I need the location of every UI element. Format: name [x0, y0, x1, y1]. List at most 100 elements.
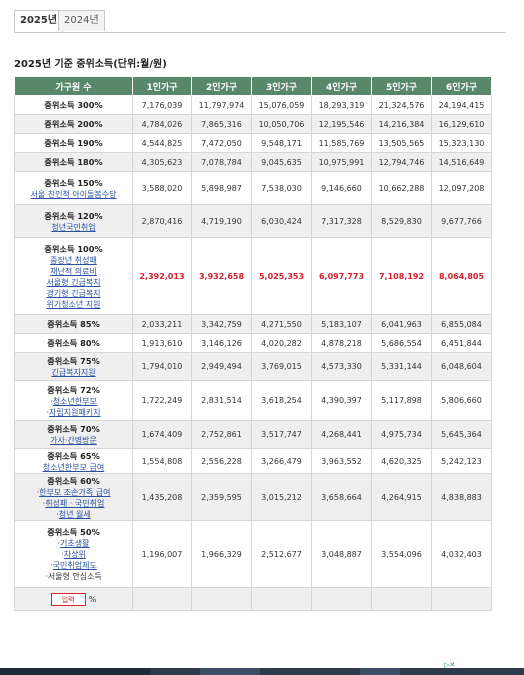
- income-value-cell: 5,898,987: [191, 171, 252, 205]
- income-value-cell: 4,544,825: [132, 133, 192, 153]
- income-value-cell: 5,331,144: [371, 352, 432, 381]
- income-value-cell: 15,323,130: [431, 133, 492, 153]
- income-value-cell: 24,194,415: [431, 95, 492, 115]
- tab-2025[interactable]: 2025년: [14, 10, 64, 32]
- income-value-cell: 4,878,218: [311, 333, 372, 353]
- benefit-link[interactable]: 위기청소년 지원: [46, 299, 101, 309]
- benefit-link[interactable]: 청년국민취업: [51, 222, 96, 232]
- benefit-link[interactable]: 차상위: [15, 549, 132, 560]
- median-income-table-wrap: 가구원 수 1인가구 2인가구 3인가구 4인가구 5인가구 6인가구 중위소득…: [14, 76, 492, 611]
- income-value-cell: 3,146,126: [191, 333, 252, 353]
- row-label: 중위소득 200%: [44, 119, 103, 129]
- income-value-cell: 4,268,441: [311, 420, 372, 449]
- table-row: 중위소득 85% 2,033,211 3,342,759 4,271,550 5,183…: [14, 314, 492, 334]
- row-label: 중위소득 150%: [44, 177, 103, 188]
- income-value-cell: 3,588,020: [132, 171, 192, 205]
- custom-value-cell: [311, 587, 372, 611]
- row-label: 중위소득 60%: [47, 475, 100, 486]
- row-label: 중위소득 65%: [47, 450, 100, 461]
- benefit-link[interactable]: 국민취업제도: [15, 560, 132, 571]
- custom-value-cell: [132, 587, 192, 611]
- row-label-cell: 중위소득 120% 청년국민취업: [14, 204, 133, 238]
- table-row: 중위소득 60%한부모 조손가족 급여취성패 · 국민취업청년 월세1,435,…: [14, 473, 492, 521]
- benefit-link[interactable]: 청소년한부모: [15, 396, 132, 407]
- income-value-cell: 3,769,015: [251, 352, 312, 381]
- header-4person: 4인가구: [311, 76, 372, 96]
- income-value-cell: 2,949,494: [191, 352, 252, 381]
- table-row: 중위소득 180% 4,305,623 7,078,784 9,045,635 10,9…: [14, 152, 492, 172]
- income-value-cell: 3,048,887: [311, 520, 372, 588]
- table-row: 중위소득 150% 서울 친인척 아이돌봄수당 3,588,020 5,898,987…: [14, 171, 492, 205]
- custom-value-cell: [371, 587, 432, 611]
- median-income-table: 가구원 수 1인가구 2인가구 3인가구 4인가구 5인가구 6인가구 중위소득…: [14, 76, 492, 611]
- income-value-cell: 3,963,552: [311, 448, 372, 474]
- table-row: 중위소득 100% 중장년 취성패 재난적 의료비 서울형 긴급복지 경기형 긴급복지 위…: [14, 237, 492, 315]
- income-value-cell: 4,784,026: [132, 114, 192, 134]
- income-value-cell: 5,025,353: [251, 237, 312, 315]
- custom-percent-cell: 입력%: [14, 587, 133, 611]
- income-value-cell: 6,451,844: [431, 333, 492, 353]
- benefit-link[interactable]: 서울형 긴급복지: [46, 277, 101, 287]
- income-value-cell: 7,472,050: [191, 133, 252, 153]
- benefit-link[interactable]: 취성패 · 국민취업: [15, 498, 132, 509]
- income-value-cell: 9,677,766: [431, 204, 492, 238]
- benefit-link[interactable]: 한부모 조손가족 급여: [15, 487, 132, 498]
- income-value-cell: 4,719,190: [191, 204, 252, 238]
- row-label-cell: 중위소득 65% 청소년한부모 급여: [14, 448, 133, 474]
- benefit-link[interactable]: 가사·간병방문: [50, 436, 97, 445]
- income-value-cell: 10,050,706: [251, 114, 312, 134]
- income-value-cell: 4,020,282: [251, 333, 312, 353]
- income-value-cell: 4,975,734: [371, 420, 432, 449]
- row-label: 중위소득 120%: [44, 210, 103, 221]
- income-value-cell: 1,794,010: [132, 352, 192, 381]
- income-value-cell: 3,342,759: [191, 314, 252, 334]
- income-value-cell: 2,512,677: [251, 520, 312, 588]
- income-value-cell: 5,645,364: [431, 420, 492, 449]
- income-value-cell: 3,015,212: [251, 473, 312, 521]
- income-value-cell: 4,620,325: [371, 448, 432, 474]
- benefit-link[interactable]: 자립지원패키지: [15, 407, 132, 418]
- income-value-cell: 4,032,403: [431, 520, 492, 588]
- header-2person: 2인가구: [191, 76, 252, 96]
- income-value-cell: 6,855,084: [431, 314, 492, 334]
- row-label-cell: 중위소득 50%기초생활차상위국민취업제도서울형 안심소득: [14, 520, 133, 588]
- benefit-link[interactable]: 청년 월세: [15, 509, 132, 520]
- table-row: 중위소득 65% 청소년한부모 급여 1,554,808 2,556,228 3,266…: [14, 448, 492, 474]
- income-value-cell: 7,317,328: [311, 204, 372, 238]
- income-value-cell: 2,870,416: [132, 204, 192, 238]
- income-value-cell: 1,722,249: [132, 380, 192, 421]
- table-row: 중위소득 120% 청년국민취업 2,870,416 4,719,190 6,030,4…: [14, 204, 492, 238]
- row-label: 중위소득 190%: [44, 138, 103, 148]
- percent-input[interactable]: 입력: [50, 592, 86, 606]
- income-value-cell: 11,585,769: [311, 133, 372, 153]
- income-value-cell: 1,674,409: [132, 420, 192, 449]
- bottom-bar-segment: [360, 668, 400, 675]
- header-3person: 3인가구: [251, 76, 312, 96]
- income-value-cell: 1,196,007: [132, 520, 192, 588]
- benefit-link[interactable]: 기초생활: [15, 538, 132, 549]
- row-label-cell: 중위소득 60%한부모 조손가족 급여취성패 · 국민취업청년 월세: [14, 473, 133, 521]
- benefit-link[interactable]: 긴급복지지원: [51, 368, 96, 377]
- income-value-cell: 2,033,211: [132, 314, 192, 334]
- income-value-cell: 3,266,479: [251, 448, 312, 474]
- benefit-link[interactable]: 중장년 취성패: [50, 255, 97, 265]
- tab-2024[interactable]: 2024년: [58, 10, 105, 31]
- income-value-cell: 2,831,514: [191, 380, 252, 421]
- row-label-cell: 중위소득 85%: [14, 314, 133, 334]
- custom-value-cell: [431, 587, 492, 611]
- benefit-link[interactable]: 청소년한부모 급여: [42, 462, 105, 472]
- income-value-cell: 6,097,773: [311, 237, 372, 315]
- income-value-cell: 14,516,649: [431, 152, 492, 172]
- income-value-cell: 1,435,208: [132, 473, 192, 521]
- income-value-cell: 7,108,192: [371, 237, 432, 315]
- row-label-cell: 중위소득 190%: [14, 133, 133, 153]
- benefit-link[interactable]: 경기형 긴급복지: [46, 288, 101, 298]
- ad-choices-icon[interactable]: ▷✕: [444, 661, 456, 669]
- income-value-cell: 6,030,424: [251, 204, 312, 238]
- benefit-link[interactable]: 재난적 의료비: [50, 266, 97, 276]
- bottom-bar-segment: [0, 668, 150, 675]
- income-value-cell: 3,932,658: [191, 237, 252, 315]
- income-value-cell: 1,913,610: [132, 333, 192, 353]
- row-label: 중위소득 180%: [44, 157, 103, 167]
- benefit-link[interactable]: 서울 친인척 아이돌봄수당: [30, 189, 117, 199]
